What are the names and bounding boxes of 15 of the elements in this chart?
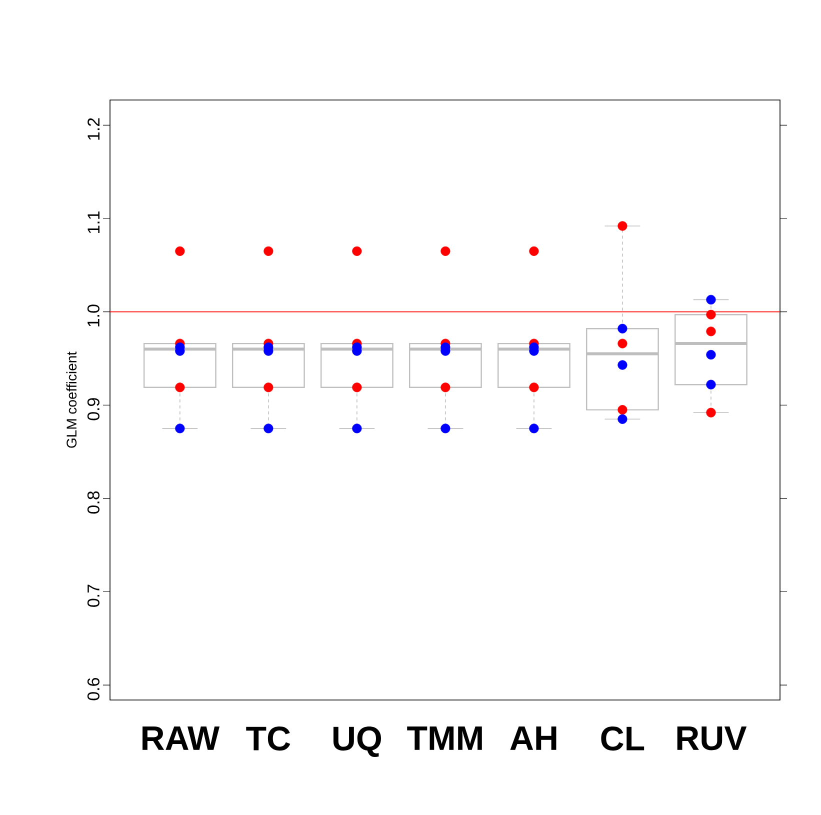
- y-axis-title: GLM coefficient: [66, 352, 77, 448]
- x-tick-label: RAW: [142, 726, 220, 750]
- x-tick-label: TC: [246, 726, 290, 751]
- x-tick-label: RUV: [677, 726, 747, 750]
- y-tick-label: 1.1: [88, 212, 100, 234]
- y-tick-label: 1.0: [87, 304, 100, 326]
- y-tick-label: 0.6: [87, 678, 100, 700]
- y-tick-label: 1.2: [88, 118, 100, 140]
- x-tick-label: CL: [601, 726, 644, 751]
- x-tick-label: AH: [510, 726, 556, 750]
- y-tick-label: 0.8: [87, 491, 100, 514]
- y-tick-label: 0.7: [87, 584, 100, 607]
- x-tick-label: TMM: [407, 726, 482, 750]
- y-tick-label: 0.9: [87, 398, 100, 420]
- x-tick-label: UQ: [333, 726, 381, 757]
